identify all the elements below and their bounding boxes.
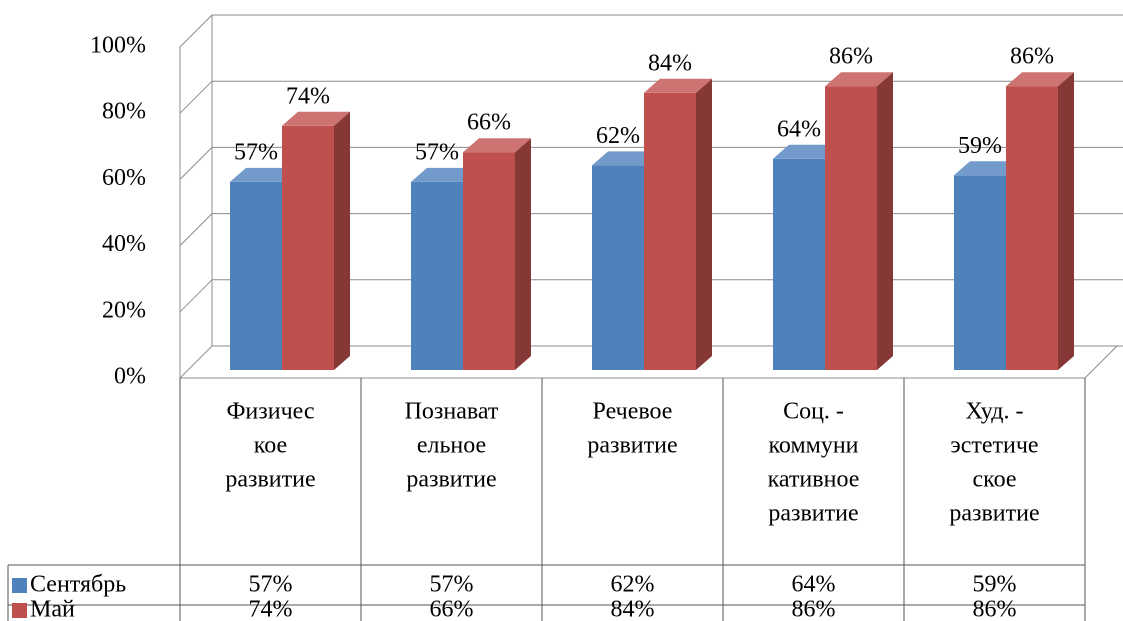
y-tick-label: 40%: [102, 231, 146, 257]
y-tick-label: 20%: [102, 297, 146, 323]
data-label: 57%: [415, 139, 459, 165]
bar-front: [773, 158, 825, 370]
bar-front: [644, 92, 696, 371]
grid-line: [179, 14, 213, 48]
y-tick-label: 60%: [102, 165, 146, 191]
bar-top: [463, 138, 531, 153]
grid-line: [179, 213, 213, 246]
category-label: развитие: [225, 467, 315, 493]
bar-top: [825, 72, 893, 87]
floor-side: [1084, 345, 1118, 379]
data-label: 64%: [777, 116, 821, 142]
table-value: 66%: [430, 597, 474, 621]
grid-line: [179, 279, 213, 313]
bar-top: [282, 111, 350, 126]
category-label: ское: [972, 467, 1016, 493]
category-label: Физичес: [226, 399, 314, 425]
bar-front: [592, 165, 644, 370]
y-tick-label: 100%: [90, 33, 146, 59]
category-label: Соц. -: [783, 399, 844, 425]
bar-top: [592, 151, 660, 166]
data-label: 66%: [467, 110, 511, 136]
data-label: 57%: [234, 139, 278, 165]
category-label: Худ. -: [966, 399, 1024, 425]
category-label: Речевое: [593, 399, 673, 425]
grid-line: [179, 147, 213, 180]
category-label: кое: [254, 433, 287, 459]
data-label: 59%: [958, 133, 1002, 159]
bar-top: [230, 167, 298, 182]
bar-side: [515, 138, 531, 370]
bar: [411, 167, 479, 370]
bar-front: [463, 152, 515, 370]
bar-front: [1006, 86, 1058, 370]
bar-front: [282, 125, 334, 370]
category-label: развитие: [768, 501, 858, 527]
bar-side: [696, 78, 712, 371]
category-label: развитие: [587, 433, 677, 459]
grid-line: [179, 345, 213, 379]
bar-front: [954, 175, 1006, 370]
category-label: Познават: [405, 399, 499, 425]
data-label: 74%: [286, 83, 330, 109]
bar-top: [1006, 72, 1074, 87]
grid-line: [179, 80, 213, 114]
bar-top: [411, 167, 479, 182]
bar-front: [411, 181, 463, 370]
bar: [1006, 72, 1074, 370]
bar-side: [334, 111, 350, 371]
table-value: 62%: [611, 572, 655, 598]
bar-front: [825, 86, 877, 370]
legend-swatch: [12, 603, 27, 618]
table-value: 59%: [973, 572, 1017, 598]
category-label: эстетиче: [950, 433, 1038, 459]
bar: [463, 138, 531, 370]
bar-top: [644, 78, 712, 93]
data-label: 86%: [829, 44, 873, 70]
legend-label: Май: [30, 597, 75, 621]
table-value: 84%: [611, 597, 655, 621]
table-value: 57%: [430, 572, 474, 598]
legend-swatch: [12, 578, 27, 593]
table-value: 64%: [792, 572, 836, 598]
legend-label: Сентябрь: [30, 572, 126, 598]
bar: [825, 72, 893, 370]
bar: [644, 78, 712, 371]
table-value: 86%: [792, 597, 836, 621]
category-label: ельное: [417, 433, 486, 459]
table-value: 74%: [249, 597, 293, 621]
bar-top: [773, 144, 841, 159]
bar-top: [954, 161, 1022, 176]
bar: [282, 111, 350, 371]
category-label: кативное: [768, 467, 860, 493]
data-label: 86%: [1010, 44, 1054, 70]
table-value: 57%: [249, 572, 293, 598]
category-label: развитие: [949, 501, 1039, 527]
bar-side: [877, 72, 893, 370]
category-label: коммуни: [768, 433, 858, 459]
bar-front: [230, 181, 282, 370]
table-value: 86%: [973, 597, 1017, 621]
data-label: 84%: [648, 50, 692, 76]
category-label: развитие: [406, 467, 496, 493]
y-tick-label: 80%: [102, 99, 146, 125]
data-label: 62%: [596, 123, 640, 149]
bar-side: [1058, 72, 1074, 370]
y-tick-label: 0%: [114, 364, 146, 390]
